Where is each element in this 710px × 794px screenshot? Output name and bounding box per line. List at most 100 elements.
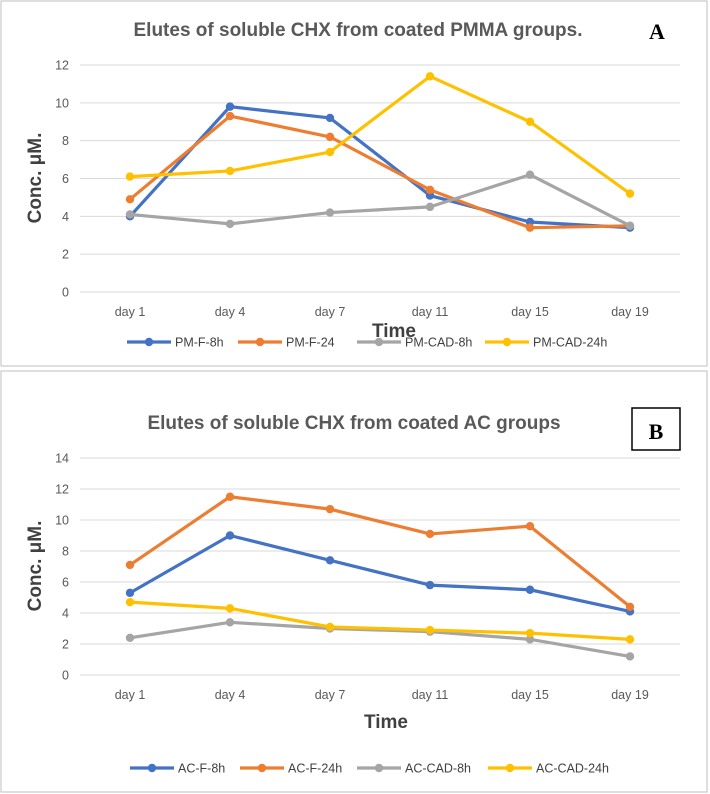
- data-point: [525, 223, 535, 232]
- data-point: [525, 585, 535, 594]
- chart-panel-b: Elutes of soluble CHX from coated AC gro…: [0, 370, 708, 793]
- y-tick-label: 12: [55, 59, 69, 73]
- y-tick-label: 0: [62, 669, 69, 683]
- data-point: [125, 633, 135, 642]
- data-point: [225, 166, 235, 176]
- series-line: [128, 533, 632, 614]
- data-point: [325, 113, 335, 123]
- data-point: [625, 221, 635, 230]
- y-tick-label: 4: [62, 210, 69, 224]
- legend-swatch-marker: [255, 337, 265, 347]
- data-point: [225, 111, 235, 121]
- legend-item: PM-CAD-24h: [485, 336, 607, 350]
- data-point: [625, 635, 635, 644]
- chart-panel-a: Elutes of soluble CHX from coated PMMA g…: [0, 0, 708, 367]
- legend: PM-F-8h PM-F-24 PM-CAD-8h PM-CAD-24h: [127, 336, 607, 350]
- panel-letter: B: [649, 419, 664, 444]
- x-tick-label: day 7: [315, 688, 346, 702]
- x-tick-label: day 4: [215, 688, 246, 702]
- data-point: [525, 117, 535, 126]
- legend-item: AC-F-8h: [130, 762, 225, 776]
- data-point: [125, 588, 135, 598]
- data-point: [425, 529, 435, 539]
- panel-letter: A: [649, 19, 665, 44]
- data-point: [225, 604, 235, 613]
- data-point: [525, 522, 535, 531]
- panel-letter-box: [631, 407, 681, 451]
- x-tick-label: day 4: [215, 305, 246, 319]
- y-axis-label: Conc. μM.: [25, 521, 46, 612]
- series-ac-f-8h: [125, 531, 635, 616]
- legend-label: PM-F-8h: [175, 336, 224, 350]
- y-tick-label: 8: [62, 134, 69, 148]
- series-line: [128, 114, 632, 230]
- data-point: [325, 504, 335, 514]
- series-pm-cad-24h: [125, 72, 635, 198]
- data-point: [625, 652, 635, 661]
- series-pm-cad-8h: [125, 170, 635, 230]
- chart-title: Elutes of soluble CHX from coated PMMA g…: [134, 20, 583, 41]
- data-point: [425, 580, 435, 590]
- series-line: [128, 173, 632, 228]
- data-point: [325, 132, 335, 142]
- legend-item: PM-F-8h: [127, 336, 224, 350]
- y-tick-label: 8: [62, 545, 69, 559]
- data-point: [225, 102, 235, 111]
- data-point: [525, 635, 535, 644]
- y-tick-label: 2: [62, 248, 69, 262]
- y-tick-label: 0: [62, 286, 69, 300]
- data-point: [225, 618, 235, 627]
- x-tick-label: day 19: [611, 688, 649, 702]
- data-point: [225, 531, 235, 540]
- x-tick-label: day 19: [611, 305, 649, 319]
- legend-swatch-marker: [257, 763, 267, 773]
- x-axis-label: Time: [364, 712, 408, 733]
- y-tick-label: 12: [55, 483, 69, 497]
- data-point: [625, 189, 635, 198]
- x-tick-label: day 1: [115, 305, 146, 319]
- legend-item: AC-CAD-8h: [357, 762, 471, 776]
- legend-label: PM-CAD-24h: [533, 336, 607, 350]
- y-tick-label: 10: [55, 96, 69, 110]
- data-point: [425, 202, 435, 212]
- legend: AC-F-8h AC-F-24h AC-CAD-8h AC-CAD-24h: [130, 762, 609, 776]
- legend-swatch-marker: [374, 763, 384, 773]
- data-point: [125, 172, 135, 181]
- legend-swatch-marker: [147, 763, 157, 773]
- series-line: [128, 105, 632, 230]
- legend-item: AC-CAD-24h: [488, 762, 609, 776]
- data-point: [525, 628, 535, 638]
- y-axis-label: Conc. μM.: [25, 133, 46, 224]
- series-ac-f-24h: [125, 492, 635, 611]
- data-point: [525, 170, 535, 179]
- data-point: [425, 72, 435, 81]
- data-point: [125, 210, 135, 219]
- panel-frame: [0, 0, 708, 367]
- data-point: [325, 147, 335, 157]
- legend-label: PM-CAD-8h: [405, 336, 472, 350]
- y-tick-label: 2: [62, 638, 69, 652]
- y-tick-label: 10: [55, 514, 69, 528]
- legend-swatch-marker: [144, 337, 154, 347]
- legend-label: AC-CAD-8h: [405, 762, 471, 776]
- data-point: [125, 195, 135, 204]
- legend-label: PM-F-24: [286, 336, 335, 350]
- chart-title: Elutes of soluble CHX from coated AC gro…: [147, 413, 560, 434]
- legend-label: AC-F-8h: [178, 762, 225, 776]
- series-ac-cad-24h: [125, 597, 635, 644]
- legend-item: AC-F-24h: [240, 762, 342, 776]
- x-tick-label: day 7: [315, 305, 346, 319]
- data-point: [125, 597, 135, 607]
- data-point: [425, 185, 435, 195]
- data-point: [625, 602, 635, 611]
- y-tick-label: 14: [55, 452, 69, 466]
- data-point: [225, 492, 235, 501]
- x-tick-label: day 15: [511, 305, 549, 319]
- legend-label: AC-CAD-24h: [536, 762, 609, 776]
- data-point: [425, 625, 435, 635]
- legend-swatch-marker: [502, 337, 512, 347]
- x-tick-label: day 15: [511, 688, 549, 702]
- data-point: [125, 560, 135, 570]
- legend-item: PM-CAD-8h: [357, 336, 472, 350]
